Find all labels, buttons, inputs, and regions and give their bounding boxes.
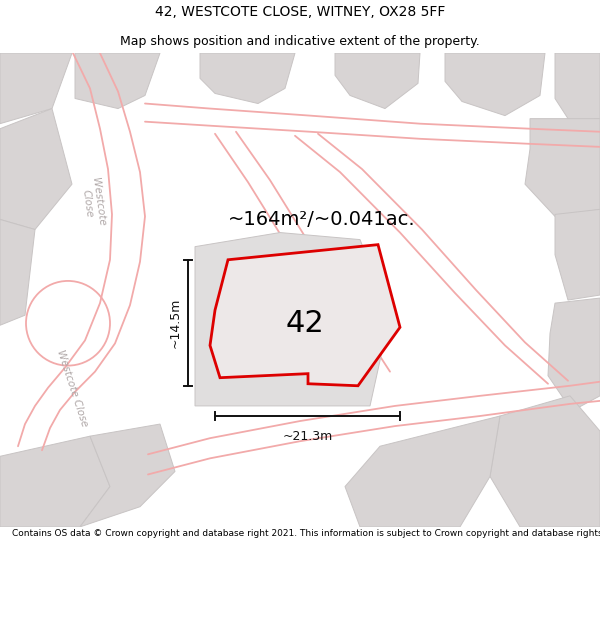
Text: ~14.5m: ~14.5m bbox=[169, 298, 182, 348]
Text: ~21.3m: ~21.3m bbox=[283, 430, 332, 443]
Polygon shape bbox=[0, 436, 110, 527]
Text: 42: 42 bbox=[286, 309, 325, 338]
Text: ~164m²/~0.041ac.: ~164m²/~0.041ac. bbox=[228, 210, 416, 229]
Polygon shape bbox=[445, 53, 545, 116]
Polygon shape bbox=[555, 53, 600, 122]
Polygon shape bbox=[525, 119, 600, 216]
Polygon shape bbox=[548, 298, 600, 411]
Polygon shape bbox=[555, 209, 600, 300]
Polygon shape bbox=[195, 232, 390, 406]
Text: Map shows position and indicative extent of the property.: Map shows position and indicative extent… bbox=[120, 35, 480, 48]
Polygon shape bbox=[345, 416, 500, 527]
Text: Westcote Close: Westcote Close bbox=[55, 348, 89, 428]
Polygon shape bbox=[490, 396, 600, 527]
Polygon shape bbox=[0, 53, 72, 124]
Polygon shape bbox=[0, 109, 72, 229]
Text: Westcote
Close: Westcote Close bbox=[79, 177, 107, 228]
Polygon shape bbox=[210, 244, 400, 386]
Polygon shape bbox=[80, 424, 175, 527]
Polygon shape bbox=[75, 53, 160, 109]
Polygon shape bbox=[200, 53, 295, 104]
Polygon shape bbox=[0, 219, 35, 325]
Polygon shape bbox=[335, 53, 420, 109]
Text: 42, WESTCOTE CLOSE, WITNEY, OX28 5FF: 42, WESTCOTE CLOSE, WITNEY, OX28 5FF bbox=[155, 4, 445, 19]
Text: Contains OS data © Crown copyright and database right 2021. This information is : Contains OS data © Crown copyright and d… bbox=[12, 529, 600, 538]
